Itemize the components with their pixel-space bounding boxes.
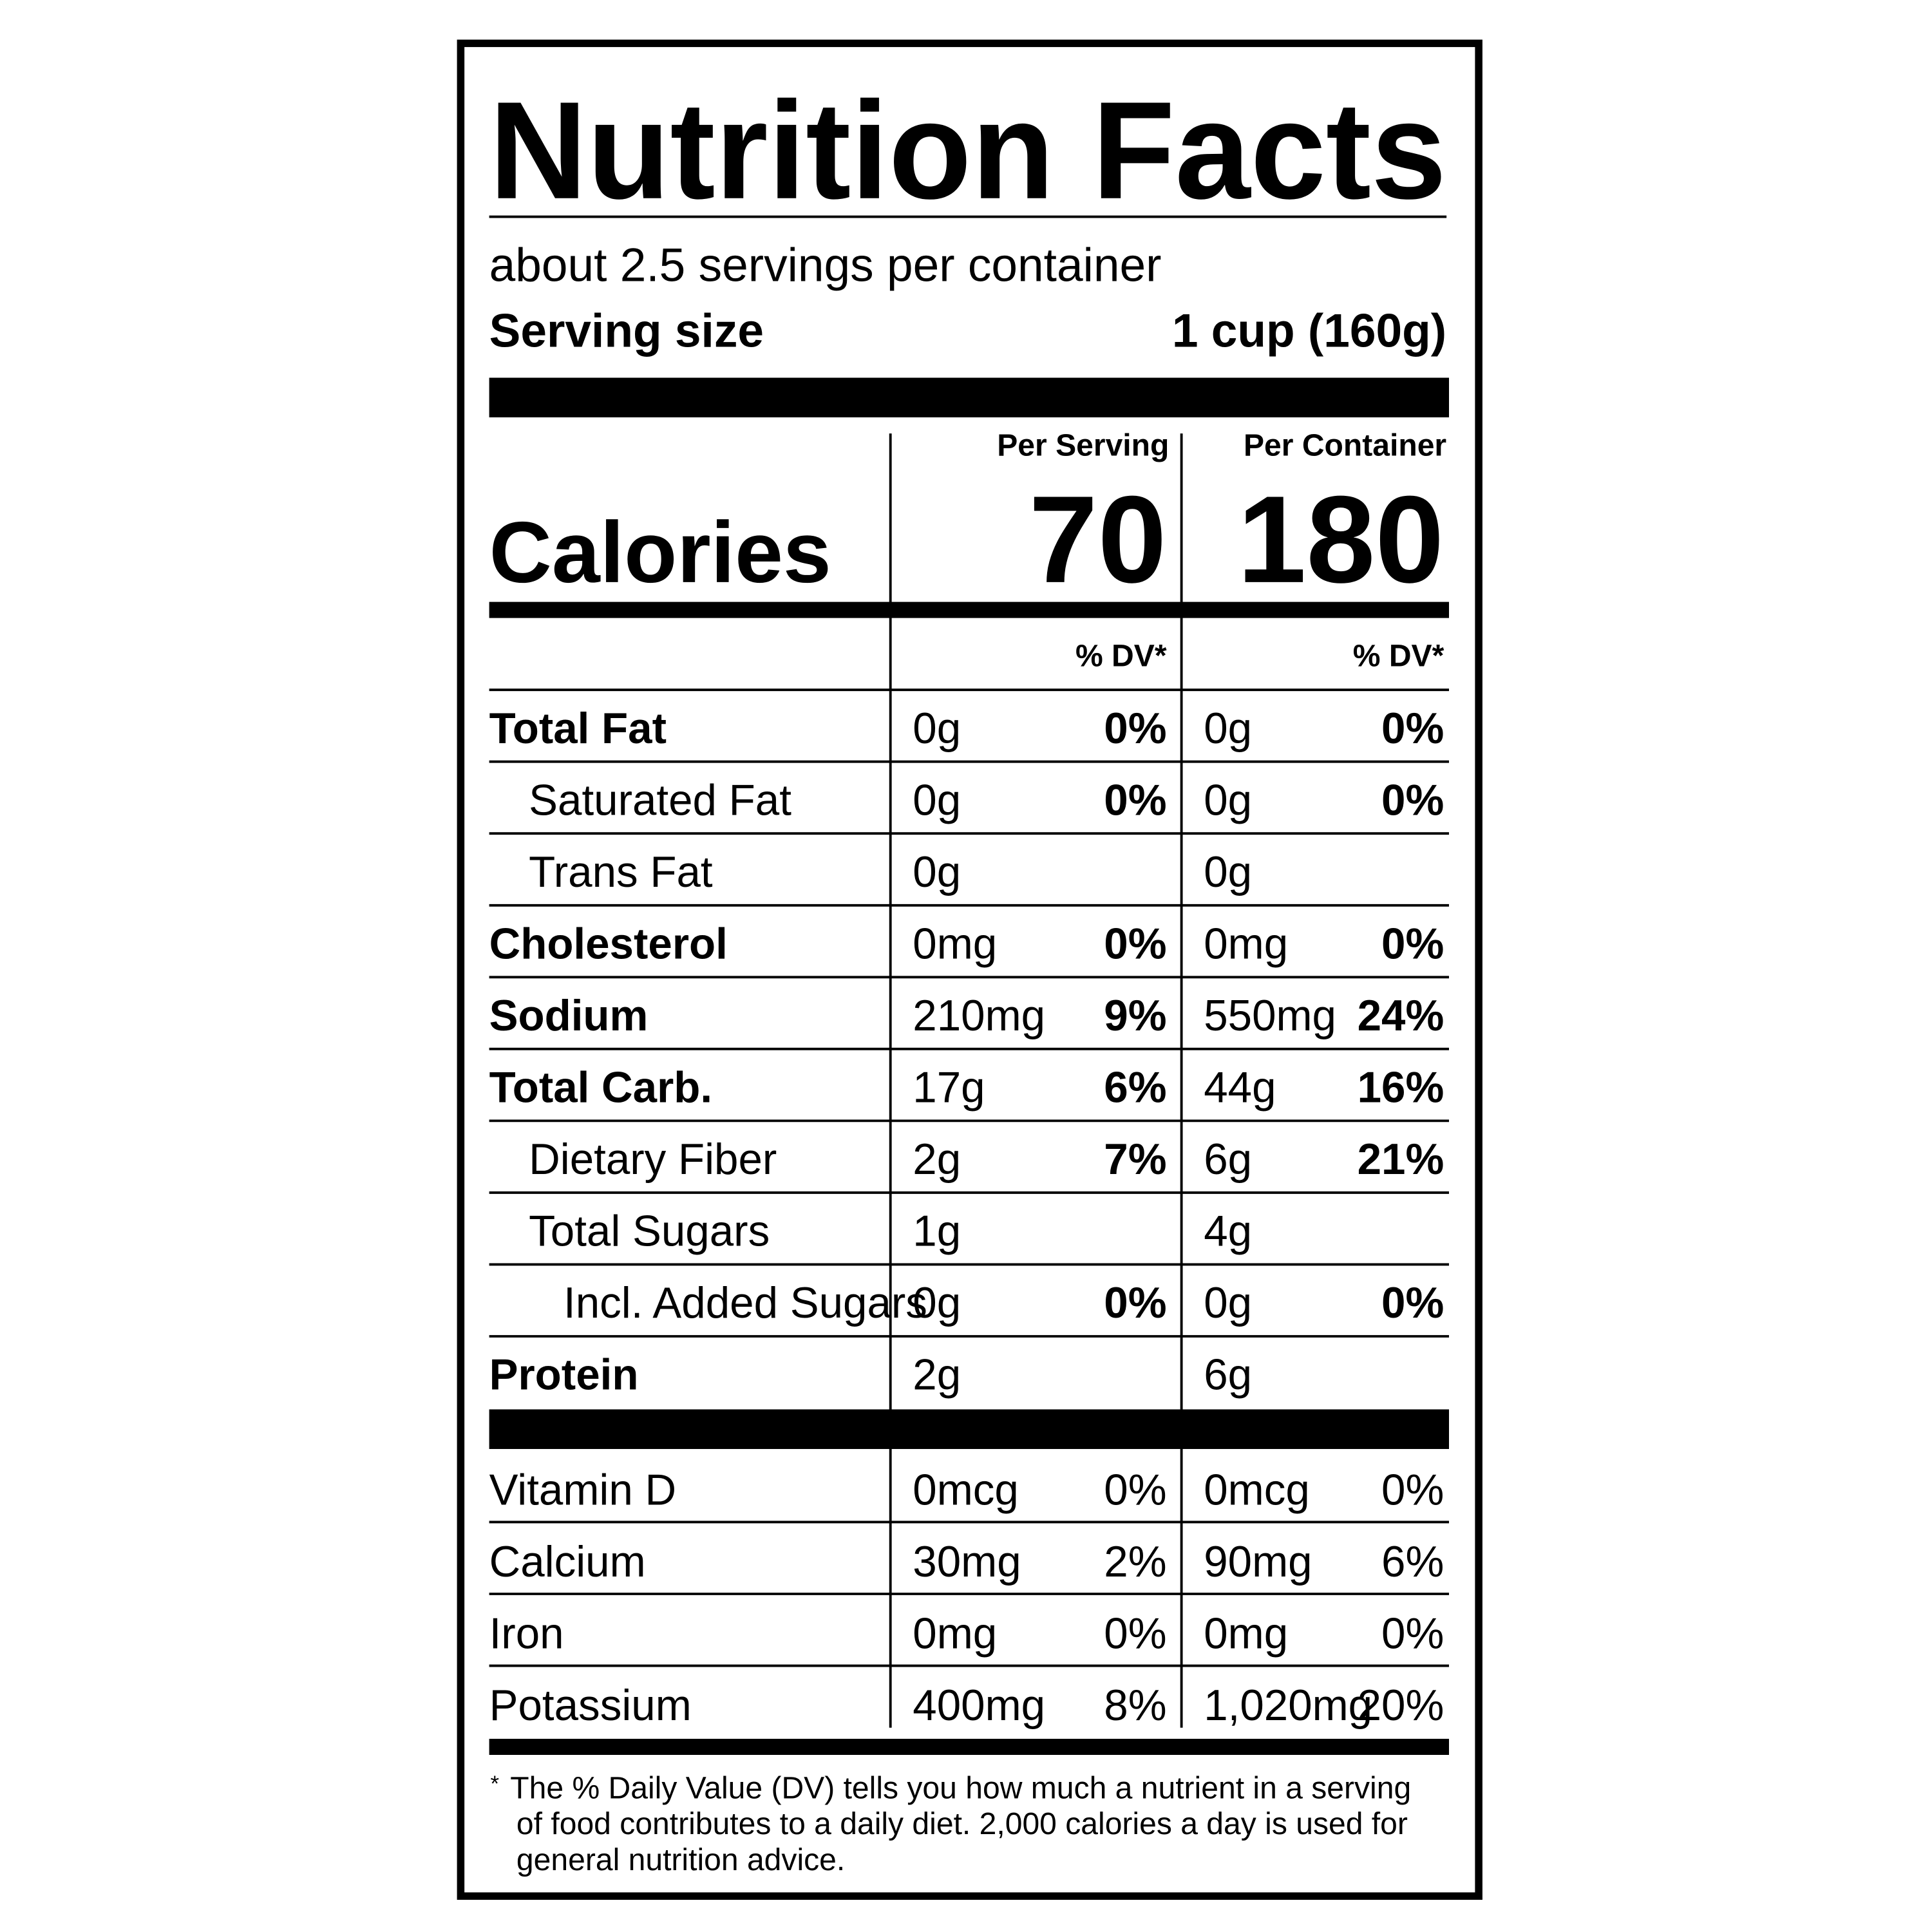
nutrient-name: Dietary Fiber: [529, 1135, 777, 1184]
amount: 0mcg: [913, 1466, 1019, 1515]
percent-dv: 6%: [1104, 1064, 1166, 1112]
column-header: Per Serving: [997, 428, 1169, 463]
amount: 0mg: [1204, 920, 1288, 968]
percent-dv: 21%: [1358, 1135, 1444, 1184]
vitamin-name: Vitamin D: [489, 1466, 676, 1515]
amount: 2g: [913, 1351, 961, 1399]
vitamin-name: Iron: [489, 1610, 564, 1658]
amount: 6g: [1204, 1135, 1252, 1184]
percent-dv: 2%: [1104, 1538, 1166, 1586]
percent-dv: 16%: [1358, 1064, 1444, 1112]
calories-value: 180: [1237, 470, 1444, 609]
footnote-line: of food contributes to a daily diet. 2,0…: [516, 1806, 1408, 1841]
thick-bar: [489, 1739, 1449, 1755]
amount: 0g: [913, 1279, 961, 1327]
amount: 17g: [913, 1064, 985, 1112]
serving-size-value: 1 cup (160g): [1172, 305, 1446, 357]
dv-header: % DV*: [1353, 639, 1444, 674]
calories-label: Calories: [489, 504, 831, 601]
thick-bar: [489, 377, 1449, 418]
footnote-line: general nutrition advice.: [516, 1842, 845, 1877]
percent-dv: 0%: [1381, 1610, 1444, 1658]
percent-dv: 0%: [1381, 1279, 1444, 1327]
percent-dv: 0%: [1104, 776, 1166, 824]
thick-bar: [489, 601, 1449, 618]
nutrient-name: Trans Fat: [529, 848, 713, 896]
percent-dv: 24%: [1358, 992, 1444, 1040]
vitamin-name: Potassium: [489, 1681, 692, 1730]
amount: 0g: [1204, 848, 1252, 896]
nutrient-name: Total Sugars: [529, 1208, 770, 1256]
amount: 0mcg: [1204, 1466, 1310, 1515]
percent-dv: 0%: [1104, 1610, 1166, 1658]
vitamin-name: Calcium: [489, 1538, 646, 1586]
nutrient-name: Saturated Fat: [529, 776, 791, 824]
serving-size-label: Serving size: [489, 305, 764, 357]
percent-dv: 8%: [1104, 1681, 1166, 1730]
nutrient-name: Incl. Added Sugars: [564, 1279, 927, 1327]
percent-dv: 7%: [1104, 1135, 1166, 1184]
percent-dv: 0%: [1381, 705, 1444, 753]
nutrient-name: Cholesterol: [489, 920, 728, 968]
percent-dv: 0%: [1104, 1466, 1166, 1515]
dv-header: % DV*: [1075, 639, 1167, 674]
amount: 2g: [913, 1135, 961, 1184]
amount: 0mg: [913, 1610, 997, 1658]
footnote-mark: *: [491, 1772, 499, 1796]
label-border: [457, 39, 1482, 1900]
amount: 0g: [913, 848, 961, 896]
amount: 0g: [1204, 1279, 1252, 1327]
nutrient-name: Protein: [489, 1351, 639, 1399]
percent-dv: 0%: [1104, 1279, 1166, 1327]
amount: 210mg: [913, 992, 1045, 1040]
amount: 44g: [1204, 1064, 1276, 1112]
thick-bar: [489, 1409, 1449, 1449]
amount: 1g: [913, 1208, 961, 1256]
percent-dv: 0%: [1104, 920, 1166, 968]
footnote-line: The % Daily Value (DV) tells you how muc…: [510, 1770, 1411, 1805]
rows: Total Fat 0g 0% 0g 0% Saturated Fat 0g 0% 0g 0% Tr…: [489, 688, 1449, 1877]
amount: 0g: [913, 705, 961, 753]
amount: 0g: [913, 776, 961, 824]
percent-dv: 0%: [1381, 1466, 1444, 1515]
amount: 400mg: [913, 1681, 1045, 1730]
amount: 30mg: [913, 1538, 1021, 1586]
amount: 90mg: [1204, 1538, 1312, 1586]
amount: 550mg: [1204, 992, 1336, 1040]
amount: 0g: [1204, 705, 1252, 753]
amount: 0mg: [1204, 1610, 1288, 1658]
nutrient-name: Sodium: [489, 992, 649, 1040]
percent-dv: 0%: [1381, 920, 1444, 968]
calories-value: 70: [1029, 470, 1167, 609]
nutrient-name: Total Fat: [489, 705, 667, 753]
percent-dv: 0%: [1104, 705, 1166, 753]
column-header: Per Container: [1244, 428, 1446, 463]
title: Nutrition Facts: [489, 73, 1447, 228]
amount: 0mg: [913, 920, 997, 968]
percent-dv: 6%: [1381, 1538, 1444, 1586]
amount: 6g: [1204, 1351, 1252, 1399]
servings: about 2.5 servings per container: [489, 240, 1162, 292]
percent-dv: 9%: [1104, 992, 1166, 1040]
percent-dv: 0%: [1381, 776, 1444, 824]
amount: 1,020mg: [1204, 1681, 1372, 1730]
nutrient-name: Total Carb.: [489, 1064, 712, 1112]
percent-dv: 20%: [1358, 1681, 1444, 1730]
amount: 4g: [1204, 1208, 1252, 1256]
amount: 0g: [1204, 776, 1252, 824]
